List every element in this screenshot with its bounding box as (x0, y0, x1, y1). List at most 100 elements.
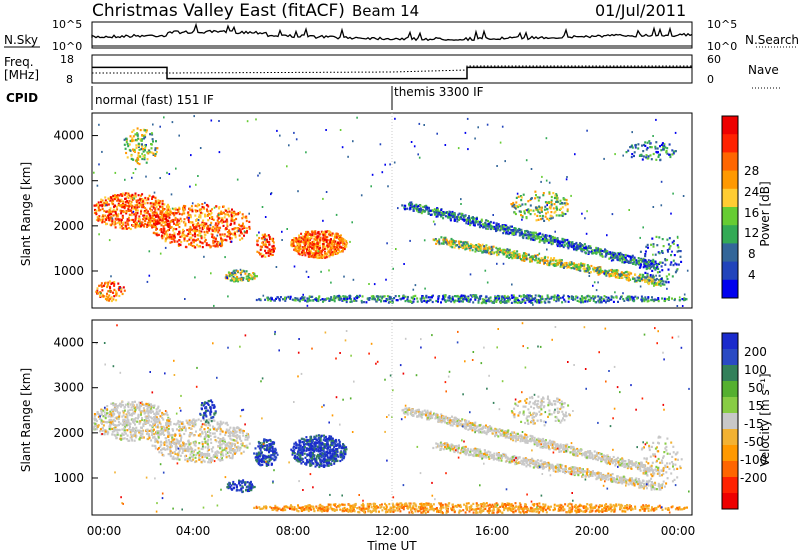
power-echo (201, 246, 204, 249)
power-echo (219, 242, 222, 245)
power-echo (159, 177, 161, 179)
power-echo (155, 140, 157, 143)
frequency-trace (92, 66, 692, 80)
cpid-mode-themis: themis 3300 IF (394, 85, 484, 99)
power-echo (632, 298, 635, 301)
power-echo (101, 150, 103, 153)
power-echo (182, 228, 184, 231)
power-echo (175, 167, 177, 170)
power-echo (585, 252, 587, 255)
power-echo (271, 253, 274, 256)
power-echo (596, 267, 599, 270)
power-echo (164, 223, 167, 227)
power-echo (672, 239, 675, 243)
power-echo (338, 246, 341, 249)
power-echo (646, 273, 649, 276)
power-echo (192, 245, 195, 248)
power-echo (629, 257, 632, 260)
power-echo (325, 239, 328, 242)
power-echo (608, 257, 611, 260)
power-echo (622, 273, 625, 276)
power-echo (537, 257, 540, 260)
power-echo (649, 142, 652, 145)
power-echo (428, 212, 431, 215)
power-echo (115, 205, 118, 209)
power-echo (129, 209, 132, 212)
power-echo (104, 214, 107, 217)
power-echo (160, 224, 163, 227)
power-echo (654, 145, 657, 148)
power-echo (606, 250, 608, 253)
power-echo (557, 242, 560, 246)
power-echo (269, 249, 272, 252)
power-echo (150, 209, 152, 212)
power-echo (332, 242, 335, 245)
power-echo (125, 140, 128, 143)
power-echo (237, 212, 240, 215)
power-echo (526, 299, 529, 302)
power-echo (113, 205, 115, 208)
power-echo (555, 207, 557, 210)
power-echo (190, 154, 192, 157)
power-echo (557, 295, 560, 298)
power-echo (579, 264, 582, 267)
power-echo (462, 241, 465, 244)
power-echo (272, 246, 275, 249)
power-echo (202, 219, 205, 222)
power-echo (502, 228, 505, 231)
power-echo (466, 117, 469, 120)
power-echo (146, 202, 149, 205)
power-echo (623, 299, 626, 302)
power-echo (322, 243, 325, 246)
power-echo (645, 267, 648, 271)
power-echo (137, 158, 140, 161)
power-echo (651, 237, 654, 240)
power-echo (168, 236, 171, 239)
power-echo (177, 210, 180, 213)
power-echo (140, 203, 143, 206)
power-echo (152, 231, 155, 234)
power-echo (108, 290, 111, 293)
power-echo (638, 260, 640, 263)
power-echo (412, 288, 415, 291)
power-echo (645, 276, 648, 279)
power-echo (290, 243, 293, 246)
power-echo (654, 253, 657, 256)
power-echo (268, 235, 271, 238)
power-echo (482, 223, 485, 226)
power-echo (194, 276, 196, 279)
power-echo (321, 248, 324, 251)
power-echo (404, 300, 407, 303)
power-echo (136, 162, 139, 165)
power-echo (328, 250, 331, 253)
power-echo (229, 279, 232, 282)
power-echo (589, 245, 592, 248)
power-echo (670, 212, 672, 215)
power-echo (558, 242, 561, 245)
power-echo (367, 297, 370, 300)
power-echo (629, 255, 632, 259)
power-echo (194, 235, 197, 238)
power-echo (264, 216, 267, 218)
power-echo (140, 139, 143, 142)
power-echo (647, 155, 650, 158)
power-echo (272, 248, 275, 251)
power-echo (101, 220, 104, 223)
power-echo (343, 247, 346, 251)
power-echo (543, 208, 546, 211)
power-echo (389, 300, 392, 303)
power-echo (153, 191, 156, 194)
power-echo (448, 239, 451, 242)
power-echo (442, 296, 445, 299)
power-echo (301, 296, 304, 299)
power-echo (294, 246, 297, 249)
power-echo (560, 259, 563, 262)
power-echo (442, 211, 445, 214)
power-echo (271, 245, 274, 248)
power-echo (650, 262, 653, 265)
power-echo (183, 239, 186, 242)
power-echo (212, 225, 215, 229)
power-echo (232, 276, 235, 279)
power-echo (233, 211, 236, 214)
power-echo (203, 222, 206, 225)
